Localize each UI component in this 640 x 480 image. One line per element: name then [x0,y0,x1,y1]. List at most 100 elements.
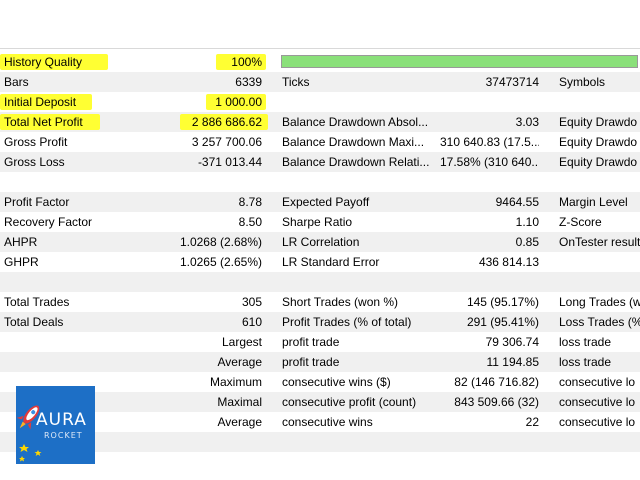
highlight-marker [206,94,266,110]
metric-value: -371 013.44 [197,155,262,169]
metric-label: Symbols [559,75,606,89]
metric-label: LR Standard Error [282,255,380,269]
metric-label: Total Net Profit [4,115,83,129]
metric-label: consecutive lo [559,415,636,429]
metric-value: 2 886 686.62 [191,115,262,129]
metric-label: consecutive profit (count) [282,395,417,409]
table-row: Total Trades 305 Short Trades (won %) 14… [0,292,640,312]
metric-label: Gross Loss [4,155,65,169]
metric-value [440,92,539,112]
metric-label: Ticks [282,75,310,89]
metric-value: 9464.55 [495,195,539,209]
table-row: GHPR 1.0265 (2.65%) LR Standard Error 43… [0,252,640,272]
metric-label: Bars [4,75,29,89]
metric-label: Balance Drawdown Relati... [282,155,430,169]
metric-label: profit trade [282,355,340,369]
metric-label: Equity Drawdo [559,115,638,129]
backtest-results-table: History Quality 100% Bars 6339 Ticks 374… [0,52,640,452]
metric-value: 305 [241,295,262,309]
metric-label: Average [217,415,262,429]
metric-value: 1 000.00 [215,95,262,109]
metric-label: OnTester result [559,235,640,249]
table-row: Maximal consecutive profit (count) 843 5… [0,392,640,412]
metric-label: Short Trades (won %) [282,295,399,309]
metric-label: Balance Drawdown Absol... [282,115,429,129]
table-row-spacer [0,172,640,192]
rocket-icon [16,405,42,462]
metric-label: Gross Profit [4,135,68,149]
table-row: Maximum consecutive wins ($) 82 (146 716… [0,372,640,392]
metric-value: 3 257 700.06 [191,135,262,149]
table-row-spacer [0,432,640,452]
table-row: Recovery Factor 8.50 Sharpe Ratio 1.10 Z… [0,212,640,232]
metric-value: 436 814.13 [478,255,539,269]
metric-label: Largest [221,335,262,349]
table-row: Bars 6339 Ticks 37473714 Symbols [0,72,640,92]
table-row: Profit Factor 8.78 Expected Payoff 9464.… [0,192,640,212]
aura-rocket-logo: AURA ROCKET [16,386,95,464]
table-row: Largest profit trade 79 306.74 loss trad… [0,332,640,352]
metric-label: Profit Factor [4,195,70,209]
metric-label: Recovery Factor [4,215,93,229]
metric-value: 6339 [235,75,262,89]
history-quality-label: History Quality [4,55,83,69]
table-row: Total Deals 610 Profit Trades (% of tota… [0,312,640,332]
metric-value: 145 (95.17%) [466,295,539,309]
metric-value: 1.0265 (2.65%) [179,255,262,269]
metric-label: Expected Payoff [282,195,370,209]
metric-label: Total Trades [4,295,70,309]
table-row: Initial Deposit 1 000.00 [0,92,640,112]
table-row: Average consecutive wins 22 consecutive … [0,412,640,432]
highlight-marker [0,114,100,130]
metric-value: 22 [525,415,539,429]
metric-label: LR Correlation [282,235,360,249]
metric-value: 11 194.85 [486,355,540,369]
metric-label: Maximal [217,395,262,409]
metric-value: 37473714 [485,75,539,89]
metric-value: 1.10 [515,215,539,229]
header-divider [0,48,640,49]
metric-value: 1.0268 (2.68%) [179,235,262,249]
metric-label: consecutive wins ($) [282,375,391,389]
metric-label [559,252,640,272]
table-row-spacer [0,272,640,292]
logo-text: AURA [36,410,87,430]
table-row: AHPR 1.0268 (2.68%) LR Correlation 0.85 … [0,232,640,252]
metric-label: consecutive wins [282,415,373,429]
highlight-marker [216,54,266,70]
highlight-marker [0,54,108,70]
table-row: Total Net Profit 2 886 686.62 Balance Dr… [0,112,640,132]
metric-label: Total Deals [4,315,64,329]
metric-label: Maximum [209,375,262,389]
metric-value: 291 (95.41%) [466,315,539,329]
logo-subtext: ROCKET [44,431,83,440]
metric-label: consecutive lo [559,375,636,389]
metric-label [559,92,640,112]
progress-fill [282,56,637,67]
metric-label: Sharpe Ratio [282,215,353,229]
metric-value: 310 640.83 (17.5... [440,135,539,149]
table-row-history-quality: History Quality 100% [0,52,640,72]
metric-label: Loss Trades (% [559,315,640,329]
metric-label: AHPR [4,235,38,249]
metric-label: consecutive lo [559,395,636,409]
highlight-marker [180,114,268,130]
metric-label: Margin Level [559,195,628,209]
table-row: Gross Loss -371 013.44 Balance Drawdown … [0,152,640,172]
metric-value: 82 (146 716.82) [454,375,539,389]
metric-label: Profit Trades (% of total) [282,315,412,329]
metric-value: 3.03 [515,115,539,129]
metric-value: 79 306.74 [485,335,539,349]
table-row: Gross Profit 3 257 700.06 Balance Drawdo… [0,132,640,152]
history-quality-progress-bar [281,55,638,68]
metric-value: 8.50 [238,215,262,229]
metric-value: 17.58% (310 640... [440,155,539,169]
highlight-marker [0,94,92,110]
metric-value: 843 509.66 (32) [454,395,539,409]
metric-label: Equity Drawdo [559,155,638,169]
metric-label: Long Trades (w [559,295,640,309]
metric-label [282,92,437,112]
history-quality-value: 100% [231,55,262,69]
table-row: Average profit trade 11 194.85 loss trad… [0,352,640,372]
metric-label: Initial Deposit [4,95,77,109]
